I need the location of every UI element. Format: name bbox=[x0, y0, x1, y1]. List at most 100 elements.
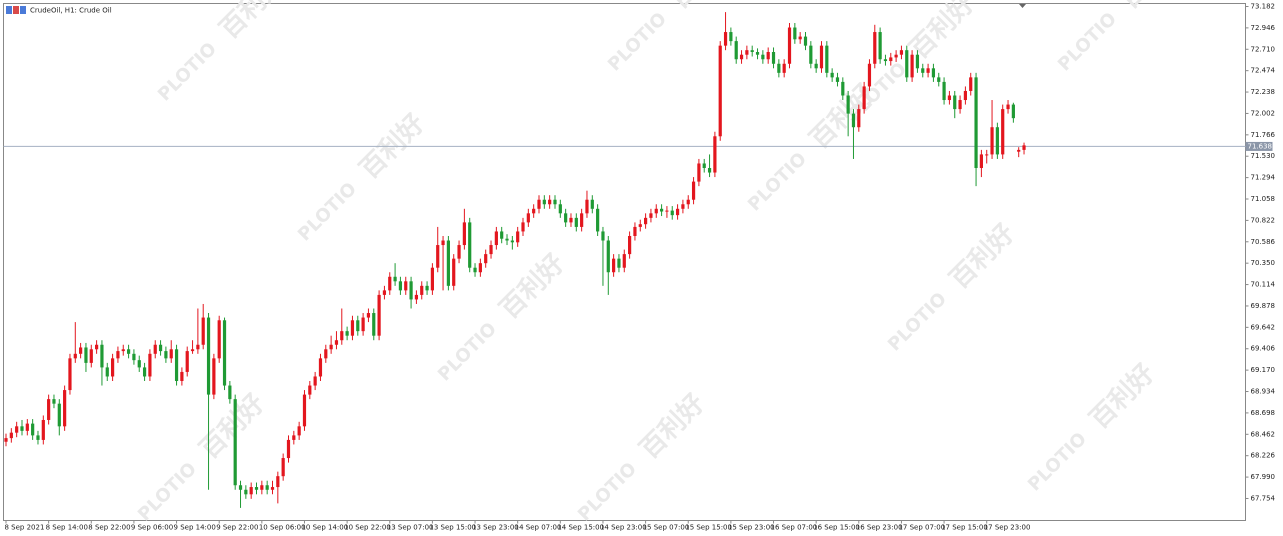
candle-body bbox=[468, 222, 472, 268]
candle-body bbox=[457, 245, 461, 259]
candle-body bbox=[963, 90, 967, 101]
candle-body bbox=[590, 199, 594, 209]
candle-body bbox=[473, 267, 477, 273]
y-tick-label: 70.586 bbox=[1251, 238, 1276, 246]
candle-body bbox=[931, 68, 936, 78]
candle-body bbox=[297, 426, 301, 436]
y-tick-label: 72.002 bbox=[1251, 109, 1276, 117]
x-tick-label: 14 Sep 15:00 bbox=[557, 524, 604, 532]
y-tick-label: 71.058 bbox=[1251, 195, 1276, 203]
candle-body bbox=[686, 199, 690, 205]
candle-body bbox=[68, 358, 72, 391]
candle-body bbox=[585, 199, 589, 214]
y-tick-label: 72.474 bbox=[1251, 67, 1276, 75]
candle-body bbox=[388, 276, 392, 291]
y-tick-label: 72.946 bbox=[1251, 24, 1276, 32]
candle-body bbox=[377, 294, 381, 336]
candle-body bbox=[702, 163, 706, 169]
current-price-label: 71.638 bbox=[1248, 142, 1273, 150]
candle-body bbox=[31, 423, 35, 436]
candle-body bbox=[9, 432, 13, 439]
candle-body bbox=[41, 419, 45, 440]
candle-body bbox=[574, 217, 578, 227]
candle-body bbox=[95, 344, 99, 350]
candle-body bbox=[436, 245, 440, 268]
x-tick-label: 8 Sep 22:00 bbox=[88, 524, 130, 532]
candle-body bbox=[947, 95, 952, 101]
candle-body bbox=[318, 358, 323, 377]
y-tick-label: 70.822 bbox=[1251, 216, 1276, 224]
candle-body bbox=[873, 32, 877, 64]
x-tick-label: 17 Sep 23:00 bbox=[984, 524, 1031, 532]
candle-body bbox=[580, 213, 584, 227]
candle-body bbox=[979, 154, 983, 169]
candle-body bbox=[324, 349, 328, 359]
candle-body bbox=[841, 81, 845, 96]
x-tick-label: 15 Sep 15:00 bbox=[685, 524, 732, 532]
shift-marker bbox=[1019, 4, 1026, 8]
x-tick-label: 13 Sep 23:00 bbox=[472, 524, 519, 532]
x-tick-label: 16 Sep 15:00 bbox=[813, 524, 860, 532]
candle-body bbox=[675, 208, 680, 216]
candle-body bbox=[382, 290, 387, 295]
candle-body bbox=[718, 45, 722, 137]
candle-body bbox=[899, 50, 904, 55]
y-tick-label: 68.934 bbox=[1251, 388, 1276, 396]
candle-body bbox=[755, 51, 760, 55]
candle-body bbox=[622, 254, 626, 268]
candle-body bbox=[910, 54, 914, 78]
candle-body bbox=[148, 353, 152, 377]
candle-body bbox=[190, 349, 195, 352]
candle-body bbox=[851, 113, 856, 128]
candle-body bbox=[889, 57, 893, 62]
candle-body bbox=[654, 208, 658, 214]
candle-body bbox=[638, 224, 642, 227]
candle-body bbox=[340, 331, 344, 341]
candle-body bbox=[995, 127, 999, 155]
candle-body bbox=[809, 45, 813, 64]
candle-body bbox=[4, 438, 8, 442]
x-tick-label: 9 Sep 06:00 bbox=[131, 524, 173, 532]
candle-body bbox=[628, 235, 632, 255]
candle-body bbox=[25, 423, 29, 431]
candle-body bbox=[350, 320, 355, 336]
candle-body bbox=[862, 86, 866, 110]
x-tick-label: 16 Sep 07:00 bbox=[771, 524, 818, 532]
candle-body bbox=[281, 458, 285, 477]
candle-body bbox=[169, 349, 173, 359]
candle-body bbox=[665, 210, 669, 212]
x-tick-label: 8 Sep 2021 bbox=[5, 524, 45, 532]
candle-body bbox=[116, 351, 120, 359]
candle-body bbox=[500, 231, 504, 239]
candle-body bbox=[425, 285, 429, 291]
candle-body bbox=[142, 367, 147, 377]
candle-body bbox=[329, 344, 333, 350]
candle-body bbox=[334, 340, 339, 345]
candle-body bbox=[185, 351, 189, 372]
x-tick-label: 17 Sep 07:00 bbox=[898, 524, 945, 532]
candle-body bbox=[803, 36, 808, 46]
candle-body bbox=[361, 317, 365, 332]
candle-body bbox=[606, 240, 610, 273]
candle-body bbox=[798, 36, 802, 40]
candle-body bbox=[1022, 145, 1026, 150]
candle-body bbox=[830, 72, 834, 78]
y-tick-label: 68.226 bbox=[1251, 452, 1276, 460]
candle-body bbox=[111, 358, 115, 377]
candle-body bbox=[734, 41, 738, 60]
candle-body bbox=[670, 210, 674, 216]
candle-body bbox=[452, 258, 456, 286]
x-tick-label: 13 Sep 15:00 bbox=[429, 524, 476, 532]
candle-body bbox=[659, 208, 664, 212]
candle-body bbox=[894, 54, 898, 58]
candle-body bbox=[36, 435, 40, 440]
candle-body bbox=[526, 213, 530, 223]
candle-body bbox=[548, 199, 552, 205]
candle-body bbox=[771, 51, 776, 64]
candle-body bbox=[89, 349, 93, 363]
candle-body bbox=[521, 222, 525, 232]
candle-body bbox=[153, 344, 157, 354]
candle-body bbox=[105, 367, 109, 377]
candle-body bbox=[249, 487, 253, 495]
